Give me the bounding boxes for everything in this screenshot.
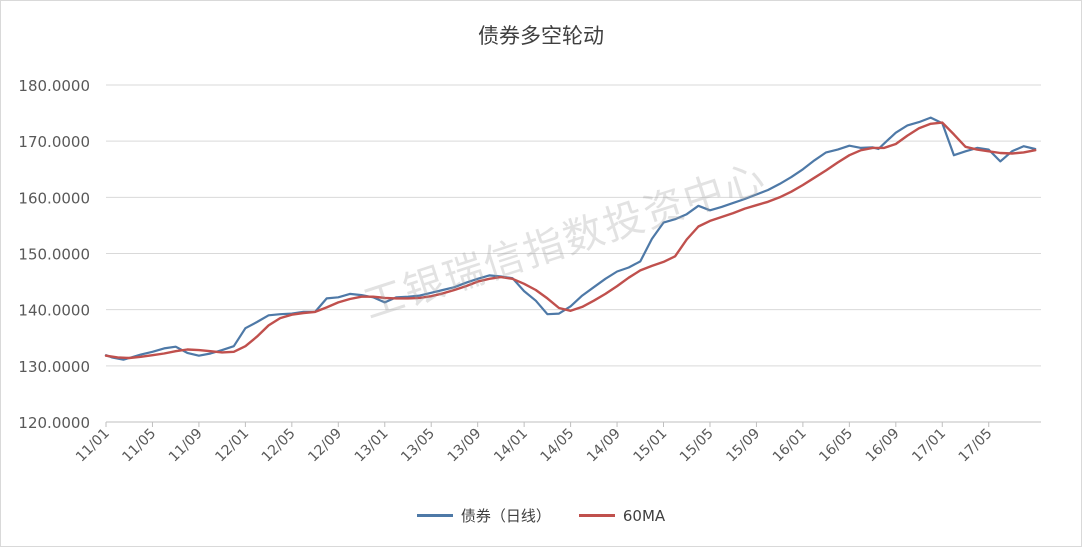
y-tick-label: 120.0000 [18,414,90,432]
x-tick-label: 16/09 [863,426,903,466]
legend-swatch-60ma [578,514,615,517]
x-tick-label: 13/01 [352,426,392,466]
x-tick-label: 16/05 [816,426,856,466]
x-tick-label: 12/09 [305,426,345,466]
x-tick-label: 17/01 [909,426,949,466]
x-tick-label: 15/09 [723,426,763,466]
legend-item-bond-daily: 债券（日线） [416,505,551,526]
x-tick-label: 15/01 [630,426,670,466]
x-tick-label: 13/05 [398,426,438,466]
y-axis-ticks: 120.0000 130.0000 140.0000 150.0000 160.0000… [18,77,90,432]
x-tick-label: 17/05 [956,426,996,466]
x-tick-label: 14/09 [584,426,624,466]
y-tick-label: 140.0000 [18,302,90,320]
legend-label-bond-daily: 债券（日线） [460,507,551,525]
x-tick-label: 12/01 [212,426,252,466]
series-lines [104,116,1037,361]
x-tick-label: 13/09 [445,426,485,466]
x-tick-label: 15/05 [677,426,717,466]
x-axis-ticks: 11/01 11/05 11/09 12/01 12/05 12/09 13/01 13/05… [73,422,996,465]
x-tick-label: 11/09 [166,426,206,466]
legend-item-60ma: 60MA [578,505,666,526]
y-tick-label: 170.0000 [18,133,90,151]
legend-swatch-bond-daily [416,514,453,517]
x-tick-label: 14/05 [538,426,578,466]
chart-title: 债券多空轮动 [478,24,604,48]
y-tick-label: 180.0000 [18,77,90,95]
x-tick-label: 11/05 [119,426,159,466]
x-tick-label: 14/01 [491,426,531,466]
y-tick-label: 150.0000 [18,246,90,264]
legend-label-60ma: 60MA [622,506,666,525]
x-tick-label: 16/01 [770,426,810,466]
x-tick-label: 12/05 [259,426,299,466]
y-tick-label: 130.0000 [18,358,90,376]
legend: 债券（日线） 60MA [0,505,1082,526]
y-tick-label: 160.0000 [18,189,90,207]
series-line-60ma [104,121,1037,360]
